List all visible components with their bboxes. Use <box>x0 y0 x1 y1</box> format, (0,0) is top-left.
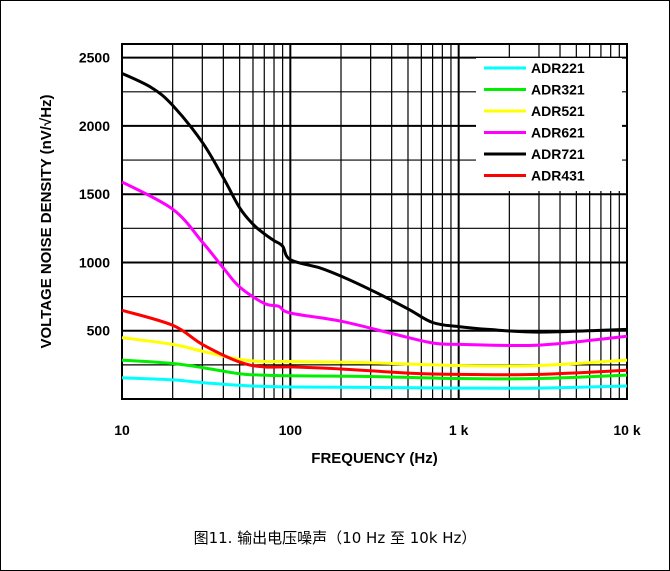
x-tick-label: 1 k <box>449 422 469 438</box>
plot-border <box>121 43 628 400</box>
x-tick-label: 10 <box>114 422 130 438</box>
x-tick-label: 10 k <box>613 422 640 438</box>
series-line-adr321 <box>121 358 628 381</box>
legend-label-adr321: ADR321 <box>531 82 585 98</box>
y-tick-label: 2500 <box>79 50 110 66</box>
legend-label-adr521: ADR521 <box>531 103 585 119</box>
legend-label-adr721: ADR721 <box>531 146 585 162</box>
x-axis-title: FREQUENCY (Hz) <box>311 450 437 467</box>
y-axis-title: VOLTAGE NOISE DENSITY (nV/√Hz) <box>38 94 55 348</box>
legend-label-adr431: ADR431 <box>531 168 585 184</box>
series-lines <box>121 72 628 390</box>
series-line-adr521 <box>121 336 628 368</box>
figure-caption: 图11. 输出电压噪声（10 Hz 至 10k Hz） <box>193 529 477 547</box>
series-line-adr621 <box>121 180 628 348</box>
legend-background <box>476 58 622 191</box>
tick-labels: 10 100 1 k 10 k 500 1000 1500 2000 2500 <box>79 50 641 438</box>
y-tick-label: 500 <box>87 323 111 339</box>
legend: ADR221 ADR321 ADR521 ADR621 ADR721 ADR431 <box>476 58 622 191</box>
y-tick-label: 1500 <box>79 186 110 202</box>
y-tick-label: 1000 <box>79 254 110 270</box>
series-line-adr431 <box>121 308 628 377</box>
legend-label-adr221: ADR221 <box>531 60 585 76</box>
legend-label-adr621: ADR621 <box>531 125 585 141</box>
x-tick-label: 100 <box>279 422 303 438</box>
series-line-adr721 <box>121 72 628 334</box>
y-tick-label: 2000 <box>79 118 110 134</box>
series-line-adr221 <box>121 376 628 390</box>
